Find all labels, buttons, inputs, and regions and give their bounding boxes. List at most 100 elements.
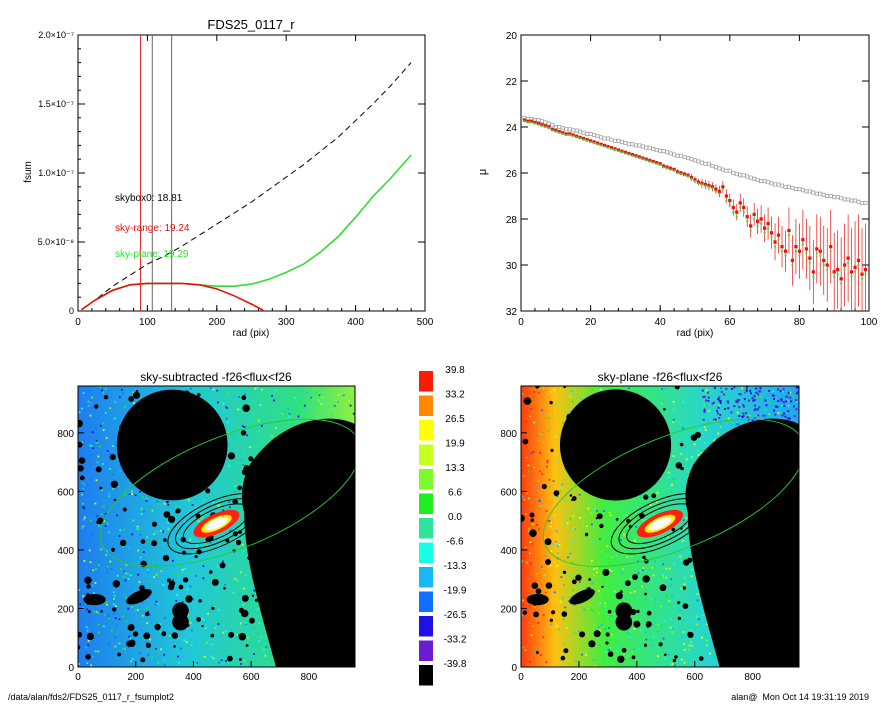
source-mask <box>122 507 127 512</box>
noise-pixel <box>609 647 612 649</box>
noise-pixel <box>118 535 121 537</box>
noise-pixel <box>787 391 790 394</box>
noise-pixel <box>89 444 92 447</box>
noise-pixel <box>688 648 690 651</box>
sky-subtracted-image: sky-subtracted -f26<flux<f26 0 200 400 600 8… <box>57 370 356 683</box>
noise-pixel <box>522 599 524 602</box>
noise-pixel <box>563 584 565 586</box>
noise-pixel <box>177 573 180 576</box>
source-mask <box>629 480 634 485</box>
noise-pixel <box>651 566 654 569</box>
noise-pixel <box>100 513 103 516</box>
y-tick-label: 0 <box>511 663 517 674</box>
noise-pixel <box>772 390 775 393</box>
noise-pixel <box>718 404 720 407</box>
source-mask <box>99 486 103 490</box>
noise-pixel <box>242 465 244 468</box>
sky-plane-point <box>728 204 731 207</box>
noise-pixel <box>118 618 121 621</box>
noise-pixel <box>628 595 631 598</box>
noise-pixel <box>604 596 606 599</box>
noise-pixel <box>706 420 709 422</box>
source-mask <box>601 585 604 589</box>
noise-pixel <box>546 461 549 464</box>
noise-pixel <box>594 665 597 667</box>
sky-plane-masks <box>521 386 799 667</box>
source-mask <box>237 485 242 491</box>
model-point <box>557 125 562 129</box>
noise-pixel <box>743 398 746 401</box>
noise-pixel <box>666 653 669 656</box>
noise-pixel <box>663 611 665 614</box>
model-point <box>755 177 760 182</box>
noise-pixel <box>571 391 573 394</box>
source-mask <box>154 623 161 631</box>
noise-pixel <box>683 662 686 664</box>
noise-pixel <box>108 531 110 534</box>
noise-pixel <box>538 528 540 531</box>
noise-pixel <box>597 625 600 628</box>
model-point <box>863 200 868 205</box>
footer-file-path: /data/alan/fds2/FDS25_0117_r_fsumplot2 <box>8 692 174 702</box>
noise-pixel <box>703 410 706 413</box>
noise-pixel <box>701 636 703 639</box>
noise-pixel <box>169 635 171 637</box>
noise-pixel <box>93 610 95 613</box>
noise-pixel <box>703 426 706 429</box>
noise-pixel <box>760 395 763 398</box>
source-mask <box>541 483 547 490</box>
noise-pixel <box>102 391 105 394</box>
noise-pixel <box>142 551 145 553</box>
noise-pixel <box>523 498 526 501</box>
sky-plane-point <box>707 185 711 188</box>
noise-pixel <box>257 445 260 448</box>
noise-pixel <box>683 642 685 645</box>
colorbar: 39.833.226.519.913.36.60.0-6.6-13.3-19.9… <box>419 365 467 686</box>
noise-pixel <box>781 414 784 417</box>
noise-pixel <box>227 431 230 434</box>
source-mask <box>227 452 235 460</box>
x-tick-label: 800 <box>300 672 317 683</box>
source-mask <box>535 588 542 595</box>
noise-pixel <box>94 427 97 429</box>
noise-pixel <box>591 388 594 391</box>
noise-pixel <box>230 401 232 403</box>
noise-pixel <box>545 665 548 667</box>
model-point <box>783 184 788 189</box>
noise-pixel <box>184 567 186 570</box>
noise-pixel <box>242 464 245 466</box>
noise-pixel <box>664 388 667 390</box>
noise-pixel <box>682 527 685 530</box>
sky-plane-point <box>836 273 839 276</box>
noise-pixel <box>232 592 235 595</box>
noise-pixel <box>218 504 221 507</box>
noise-pixel <box>119 529 122 532</box>
noise-pixel <box>681 401 684 403</box>
source-mask <box>636 609 640 614</box>
sky-plane-point <box>547 127 550 130</box>
noise-pixel <box>130 660 132 663</box>
noise-pixel <box>595 567 598 570</box>
y-tick-label: 800 <box>57 429 74 440</box>
noise-pixel <box>124 406 126 408</box>
noise-pixel <box>85 646 88 649</box>
noise-pixel <box>671 627 674 630</box>
noise-pixel <box>273 399 275 402</box>
noise-pixel <box>527 497 530 500</box>
noise-pixel <box>741 397 744 399</box>
noise-pixel <box>110 568 113 570</box>
noise-pixel <box>694 588 697 591</box>
noise-pixel <box>246 448 249 451</box>
noise-pixel <box>655 501 658 503</box>
model-point <box>546 121 551 126</box>
noise-pixel <box>718 417 721 420</box>
noise-pixel <box>145 607 148 610</box>
noise-pixel <box>178 546 181 548</box>
noise-pixel <box>735 423 738 425</box>
sky-range-point <box>783 249 788 253</box>
noise-pixel <box>680 658 683 661</box>
noise-pixel <box>690 568 693 571</box>
noise-pixel <box>562 642 565 645</box>
noise-pixel <box>156 500 159 503</box>
noise-pixel <box>680 533 683 536</box>
